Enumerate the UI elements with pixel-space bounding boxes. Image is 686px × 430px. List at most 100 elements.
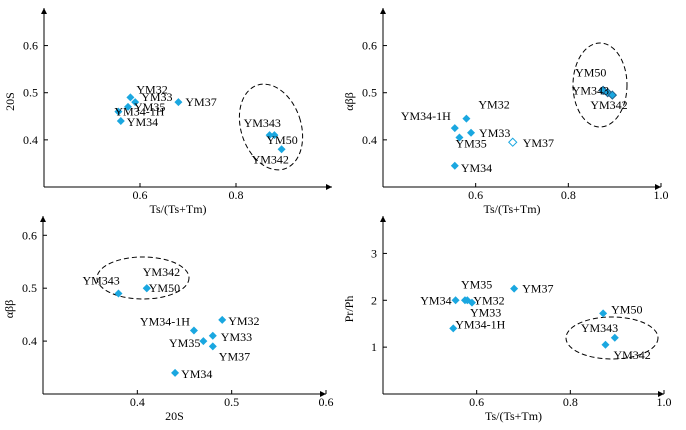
y-axis-title: αββ: [2, 300, 16, 319]
point-label-ym342: YM342: [252, 152, 289, 166]
x-tick-label: 0.6: [469, 395, 484, 409]
x-axis-arrow: [326, 184, 332, 190]
point-label-ym34-1h: YM34-1H: [114, 105, 164, 119]
x-axis-title: Ts/(Ts+Tm): [483, 202, 540, 216]
data-point-ym343: [603, 88, 613, 98]
data-point-ym33: [467, 128, 476, 137]
y-tick-label: 0.5: [22, 281, 37, 295]
y-tick-label: 1: [371, 340, 377, 354]
y-axis-title: Pr/Ph: [342, 296, 356, 323]
data-point-ym37: [208, 342, 217, 351]
point-label-ym34: YM34: [181, 367, 212, 381]
y-tick-label: 2: [371, 293, 377, 307]
x-tick-label: 0.6: [133, 188, 148, 202]
x-axis-arrow: [658, 391, 664, 397]
group-ellipse: [565, 316, 659, 360]
point-label-ym37: YM37: [522, 282, 553, 296]
x-axis-title: Ts/(Ts+Tm): [149, 202, 206, 216]
point-label-ym33: YM33: [221, 330, 252, 344]
point-label-ym35: YM35: [169, 336, 200, 350]
y-axis-arrow: [380, 8, 386, 14]
data-point-ym34-1h: [114, 107, 123, 116]
data-point-ym34: [451, 296, 460, 305]
point-label-ym50: YM50: [575, 65, 606, 79]
data-point-ym342: [601, 340, 610, 349]
data-point-ym33: [208, 331, 217, 340]
x-tick-label: 0.4: [130, 395, 145, 409]
chart-panel-1: 0.6 0.80.40.50.6Ts/(Ts+Tm)20SYM32YM33YM35…: [3, 8, 332, 216]
x-tick-label: 1.0: [657, 395, 672, 409]
data-point-ym343: [610, 333, 619, 342]
point-label-ym32: YM32: [478, 98, 509, 112]
point-label-ym342: YM342: [143, 265, 180, 279]
y-tick-label: 0.5: [362, 86, 377, 100]
y-axis-arrow: [40, 216, 46, 222]
y-tick-label: 0.4: [362, 133, 377, 147]
data-point-ym34-1h: [450, 124, 459, 133]
point-label-ym343: YM343: [82, 273, 119, 287]
point-label-ym33: YM33: [141, 90, 172, 104]
point-label-ym34: YM34: [420, 293, 451, 307]
data-point-ym342: [277, 145, 286, 154]
point-label-ym37: YM37: [219, 349, 250, 363]
point-label-ym32: YM32: [228, 314, 259, 328]
data-point-ym50: [142, 284, 151, 293]
data-point-ym35: [124, 102, 132, 111]
data-point-ym34-1h: [189, 326, 198, 335]
x-tick-label: 0.8: [563, 395, 578, 409]
point-label-ym343: YM343: [244, 116, 281, 130]
point-label-ym342: YM342: [590, 98, 627, 112]
data-point-ym32: [462, 114, 471, 123]
point-label-ym33: YM33: [470, 306, 501, 320]
point-label-ym34-1h: YM34-1H: [455, 317, 505, 331]
y-tick-label: 0.5: [23, 86, 38, 100]
y-tick-label: 0.4: [22, 334, 37, 348]
y-tick-label: 0.6: [362, 39, 377, 53]
x-tick-label: 0.8: [561, 188, 576, 202]
y-tick-label: 0.4: [23, 133, 38, 147]
data-point-ym32: [218, 315, 227, 324]
point-label-ym343: YM343: [581, 321, 618, 335]
data-point-ym34-1h: [449, 324, 458, 333]
x-axis-title: 20S: [165, 409, 184, 423]
point-label-ym35: YM35: [455, 137, 486, 151]
x-tick-label: 1.0: [654, 188, 669, 202]
data-point-ym37: [510, 284, 519, 293]
x-axis-title: Ts/(Ts+Tm): [485, 409, 542, 423]
y-tick-label: 0.6: [22, 228, 37, 242]
point-label-ym34: YM34: [461, 161, 492, 175]
x-tick-label: 0.8: [229, 188, 244, 202]
data-point-ym37: [174, 98, 183, 107]
chart-panel-3: 0.4 0.5 0.6 0.4 0.5 0.6 20S αββ YM343 YM342 YM50 YM…: [2, 216, 334, 423]
point-label-ym37: YM37: [185, 95, 216, 109]
data-point-ym34: [450, 161, 459, 170]
point-label-ym50: YM50: [266, 133, 297, 147]
x-tick-label: 0.6: [319, 395, 334, 409]
data-point-ym35: [455, 133, 464, 142]
point-label-ym50: YM50: [149, 281, 180, 295]
data-point-ym33: [467, 298, 476, 307]
data-point-ym34: [171, 368, 180, 377]
y-axis-title: αββ: [342, 92, 356, 111]
point-label-ym34-1h: YM34-1H: [401, 109, 451, 123]
y-tick-label: 3: [371, 246, 377, 260]
point-label-ym35: YM35: [461, 277, 492, 291]
point-label-ym50: YM50: [611, 302, 642, 316]
data-point-ym50: [599, 309, 608, 318]
point-label-ym342: YM342: [613, 348, 650, 362]
point-label-ym37: YM37: [523, 136, 554, 150]
group-ellipse: [572, 42, 628, 128]
data-point-ym342: [607, 90, 618, 100]
data-point-ym35: [199, 337, 208, 346]
y-axis-arrow: [380, 216, 386, 222]
x-axis-arrow: [320, 391, 326, 397]
point-label-ym33: YM33: [479, 126, 510, 140]
x-tick-label: 0.6: [468, 188, 483, 202]
point-label-ym35: YM35: [134, 100, 165, 114]
y-tick-label: 0.6: [23, 39, 38, 53]
data-point-ym343: [114, 289, 123, 298]
point-label-ym343: YM343: [572, 84, 609, 98]
data-point-ym50: [270, 131, 279, 140]
